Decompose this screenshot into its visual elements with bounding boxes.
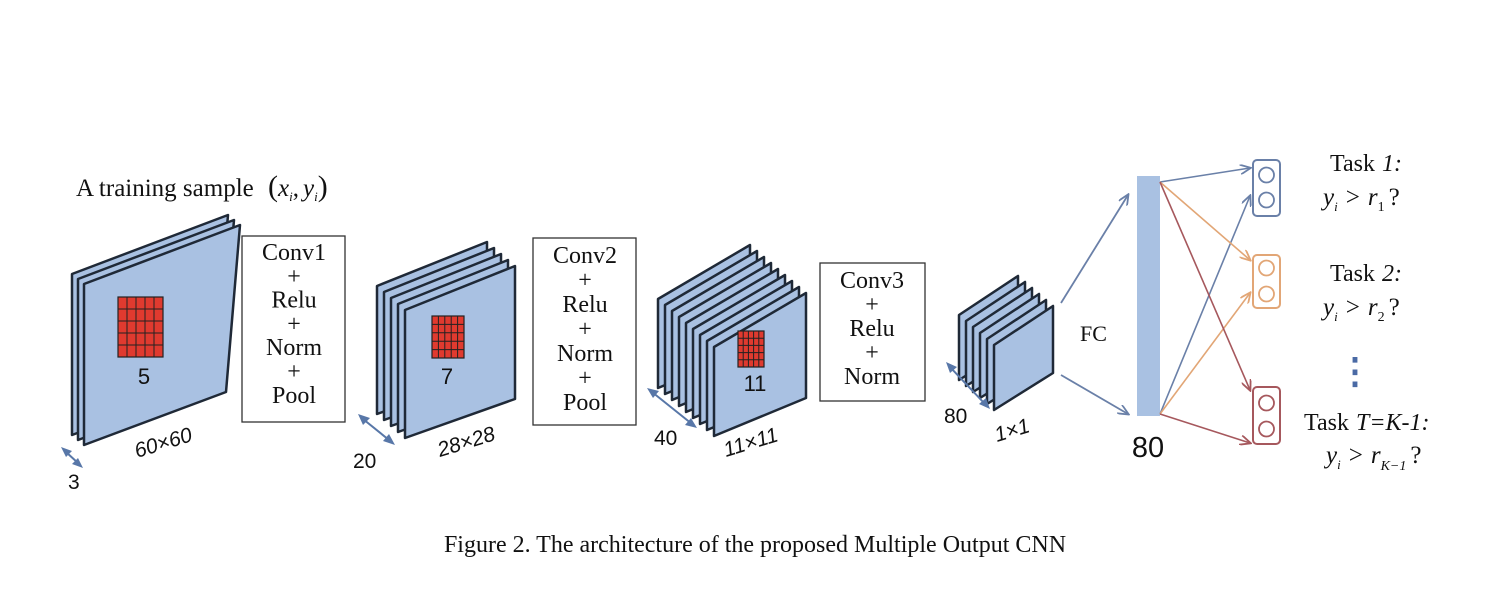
conv2-ops-text: Conv2+Relu+Norm+Pool [553,243,617,416]
op-pool-label: Pool [272,383,316,409]
fc-arrow-up [1060,195,1128,304]
op-conv1-label: Conv1 [262,240,326,266]
op-plus-sign: + [578,268,592,294]
depth-arrow [946,362,990,409]
feature-map-sheet [992,304,1055,412]
map-size-label: 1×1 [992,414,1033,446]
op-plus-sign: + [578,317,592,343]
sample-label: A training sample (xi, yi) [76,170,328,204]
connection-arrow [1159,293,1250,415]
op-plus-sign: + [578,366,592,392]
task3-output-node [1252,386,1281,445]
op-conv3-label: Conv3 [840,268,904,294]
depth-label: 20 [353,450,376,473]
op-pool-label: Pool [563,390,607,416]
task2-condition: yi > r2? [1320,294,1400,325]
conv3-feature-stack [957,274,1055,412]
fc-label: FC [1080,321,1107,346]
op-plus-sign: + [287,264,301,290]
depth-label: 80 [944,405,967,428]
connection-arrow [1159,181,1250,390]
conv3-ops-text: Conv3+Relu+Norm [840,268,904,390]
depth-label: 3 [68,471,80,494]
op-plus-sign: + [865,340,879,366]
op-conv2-label: Conv2 [553,243,617,269]
op-relu-label: Relu [562,292,607,318]
task1-condition: yi > r1? [1320,184,1400,215]
kernel-size-label: 11 [744,371,767,396]
conv3-box [819,262,926,402]
depth-arrow [358,414,395,445]
kernel-grid-7 [431,315,465,359]
figure-caption: Figure 2. The architecture of the propos… [444,532,1066,558]
connection-arrow [1159,413,1250,443]
depth-label: 40 [654,427,677,450]
fc-layer-bar [1137,176,1160,416]
kernel-size-label: 7 [441,364,453,389]
connection-arrow [1159,168,1250,183]
op-norm-label: Norm [557,341,613,367]
connection-arrow [1159,196,1250,415]
op-relu-label: Relu [271,288,316,314]
map-size-label: 60×60 [132,423,195,462]
conv2-feature-stack [656,243,808,438]
task1-title: Task 1: [1330,151,1402,177]
op-plus-sign: + [287,311,301,337]
task-ellipsis: ⋮ [1337,350,1373,391]
conv1-ops-text: Conv1+Relu+Norm+Pool [262,240,326,409]
task3-title: Task T=K-1: [1304,410,1430,436]
task2-output-node [1252,254,1281,309]
map-size-label: 28×28 [434,422,498,462]
op-norm-label: Norm [266,335,322,361]
kernel-size-label: 5 [138,364,150,389]
fc-arrow-down [1060,374,1128,414]
op-relu-label: Relu [849,316,894,342]
depth-arrow [61,447,83,468]
task2-title: Task 2: [1330,261,1402,287]
task1-output-node [1252,159,1281,217]
task3-condition: yi > rK−1? [1323,442,1421,474]
task-connections [1159,168,1250,443]
op-plus-sign: + [287,359,301,385]
kernel-grid-11 [737,330,765,368]
depth-arrow [647,388,697,428]
fc-size-label: 80 [1132,432,1164,464]
conv1-box [241,235,346,423]
conv2-box [532,237,637,426]
op-norm-label: Norm [844,364,900,390]
kernel-grid-5 [117,296,164,358]
op-plus-sign: + [865,292,879,318]
connection-arrow [1159,181,1250,260]
